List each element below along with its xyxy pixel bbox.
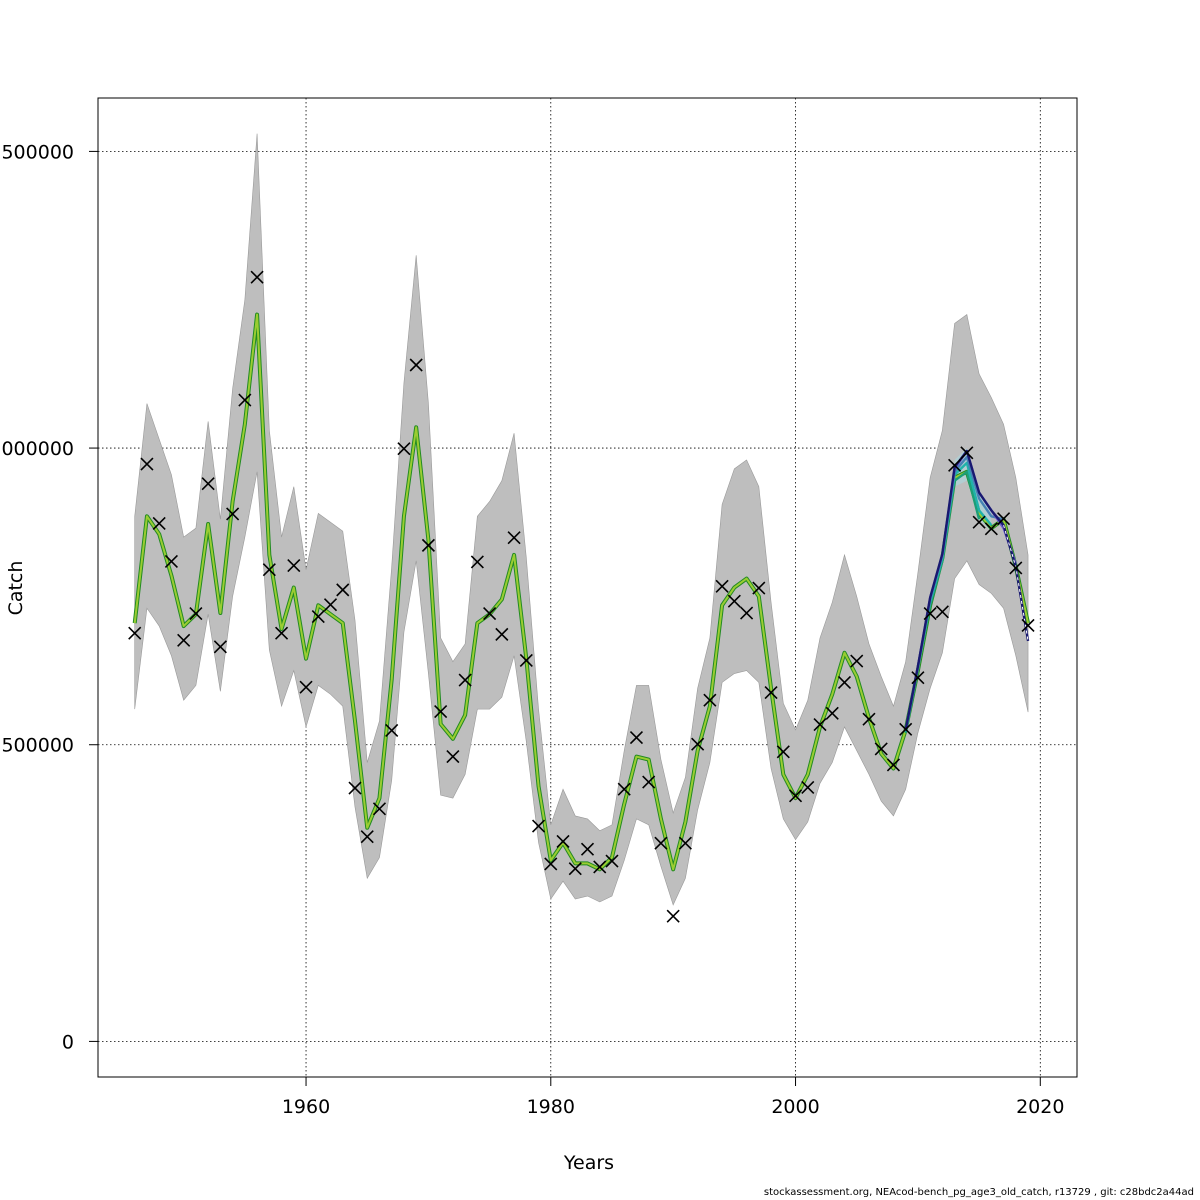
- observation-point: [128, 626, 142, 640]
- observation-point: [801, 780, 815, 795]
- observation-point: [409, 358, 423, 372]
- observation-point: [850, 654, 864, 668]
- y-tick-label: 0: [62, 1031, 74, 1053]
- y-axis-title: Catch: [5, 561, 27, 616]
- observation-point: [336, 583, 350, 597]
- observation-point: [544, 857, 558, 871]
- x-tick-label: 1960: [282, 1096, 330, 1118]
- observation-point: [997, 512, 1011, 526]
- axes: 1960 1980 2000 2020 0 500000 1000000 1500000: [0, 141, 1064, 1118]
- observation-point: [605, 854, 619, 868]
- observation-point: [825, 706, 839, 720]
- footer-credit: stockassessment.org, NEAcod-bench_pg_age…: [763, 1187, 1194, 1198]
- observation-point: [617, 782, 631, 796]
- observation-point: [654, 836, 668, 850]
- observation-point: [580, 842, 595, 856]
- observation-point: [238, 393, 252, 407]
- observation-point: [911, 671, 925, 685]
- x-axis-title: Years: [563, 1152, 614, 1174]
- observation-point: [948, 458, 962, 472]
- observation-point: [164, 554, 178, 568]
- observation-point: [152, 516, 166, 530]
- observation-point: [629, 731, 644, 745]
- observation-point: [274, 626, 289, 640]
- observation-points: [128, 270, 1035, 923]
- observation-point: [703, 693, 717, 707]
- observation-point: [483, 607, 497, 621]
- observation-point: [568, 862, 582, 876]
- observation-point: [213, 640, 227, 654]
- x-tick-label: 1980: [527, 1096, 575, 1118]
- observation-point: [458, 673, 472, 687]
- observation-point: [923, 607, 937, 621]
- observation-point: [177, 633, 191, 647]
- observation-point: [984, 522, 998, 536]
- observation-point: [287, 558, 301, 573]
- y-tick-label: 500000: [1, 735, 74, 757]
- observation-point: [372, 802, 387, 816]
- observation-point: [434, 704, 448, 719]
- observation-point: [788, 789, 803, 803]
- observation-point: [226, 507, 240, 521]
- observation-point: [470, 555, 484, 569]
- observation-point: [776, 745, 790, 759]
- observation-point: [740, 606, 754, 620]
- observation-point: [397, 442, 411, 456]
- x-tick-label: 2020: [1016, 1096, 1064, 1118]
- observation-point: [507, 531, 521, 545]
- observation-point: [972, 515, 986, 529]
- observation-point: [691, 737, 705, 751]
- observation-point: [250, 270, 264, 284]
- observation-point: [446, 750, 460, 764]
- observation-point: [519, 653, 533, 668]
- observation-point: [360, 830, 374, 844]
- observation-point: [593, 860, 607, 874]
- observation-point: [1021, 618, 1035, 633]
- observation-point: [299, 680, 313, 694]
- observation-point: [189, 607, 203, 621]
- observation-point: [813, 717, 827, 732]
- observation-point: [666, 909, 680, 923]
- observation-point: [678, 836, 692, 850]
- y-tick-label: 1500000: [0, 141, 74, 163]
- observation-point: [899, 722, 913, 736]
- observation-point: [323, 598, 338, 612]
- observation-point: [727, 594, 741, 608]
- observation-point: [262, 563, 276, 577]
- observation-point: [862, 712, 876, 726]
- observation-point: [715, 579, 729, 593]
- observation-point: [348, 781, 362, 795]
- observation-point: [960, 446, 974, 460]
- observation-point: [421, 538, 435, 552]
- confidence-band: [134, 133, 1029, 906]
- retro-line-dash: [1003, 525, 1029, 641]
- observation-point: [140, 457, 154, 471]
- y-tick-label: 1000000: [0, 438, 74, 460]
- observation-point: [752, 581, 766, 595]
- observation-point: [1009, 561, 1023, 575]
- observation-point: [531, 819, 546, 833]
- observation-point: [886, 758, 901, 772]
- observation-point: [874, 742, 888, 756]
- observation-point: [495, 627, 509, 641]
- observation-point: [311, 610, 325, 624]
- observation-point: [385, 723, 399, 738]
- observation-point: [556, 834, 570, 849]
- observation-point: [201, 477, 215, 491]
- observation-point: [642, 775, 656, 789]
- observation-point: [837, 675, 852, 689]
- x-tick-label: 2000: [771, 1096, 819, 1118]
- plot-frame: [97, 97, 1078, 1078]
- observation-point: [764, 685, 778, 700]
- observation-point: [935, 605, 949, 619]
